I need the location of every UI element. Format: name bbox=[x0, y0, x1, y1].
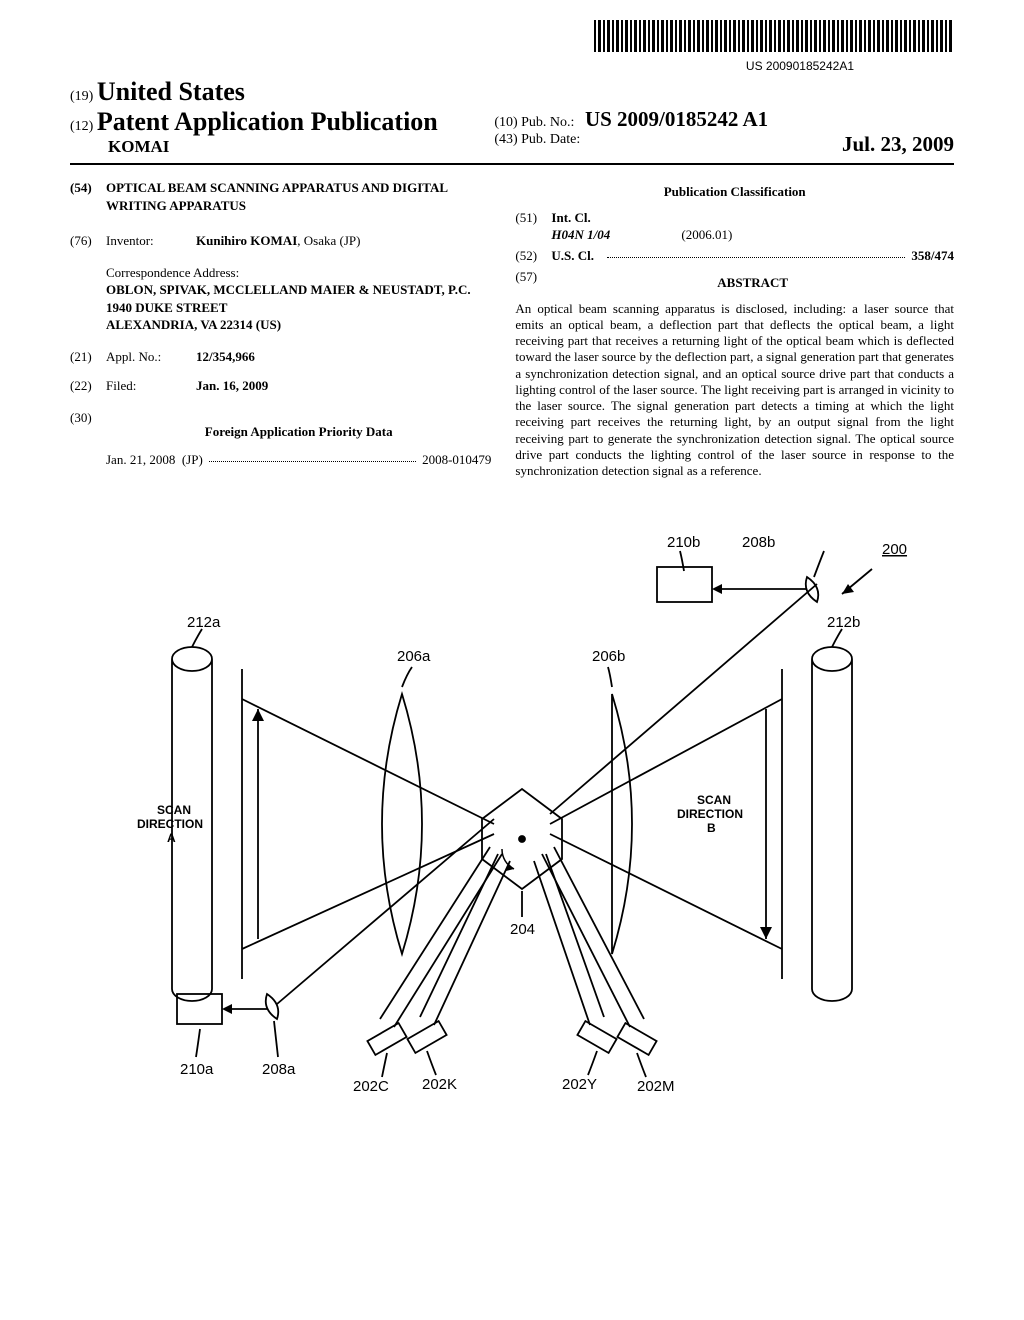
abstract-code: (57) bbox=[515, 268, 551, 298]
uscl-label: U.S. Cl. bbox=[551, 247, 601, 265]
appl-code: (21) bbox=[70, 348, 106, 366]
intcl-code: (51) bbox=[515, 209, 551, 244]
fig-label-202y: 202Y bbox=[562, 1076, 597, 1093]
filed-code: (22) bbox=[70, 377, 106, 395]
corr-line1: OBLON, SPIVAK, MCCLELLAND MAIER & NEUSTA… bbox=[106, 281, 491, 299]
invention-title: OPTICAL BEAM SCANNING APPARATUS AND DIGI… bbox=[106, 179, 491, 214]
figure-svg: 210b 208b 200 212a 212b 206a 206b 204 21… bbox=[102, 499, 922, 1139]
intcl-label: Int. Cl. bbox=[551, 209, 954, 227]
inventor-name: Kunihiro KOMAI bbox=[196, 233, 297, 248]
pub-no-label: Pub. No.: bbox=[521, 115, 574, 130]
uscl-value: 358/474 bbox=[911, 247, 954, 265]
barcode-lines bbox=[594, 20, 954, 52]
applicant-name: KOMAI bbox=[108, 137, 494, 157]
pub-type-code: (12) bbox=[70, 119, 93, 134]
foreign-date: Jan. 21, 2008 bbox=[106, 451, 175, 469]
fig-label-202c: 202C bbox=[353, 1078, 389, 1095]
pub-date-label: Pub. Date: bbox=[521, 132, 580, 157]
patent-figure: 210b 208b 200 212a 212b 206a 206b 204 21… bbox=[70, 499, 954, 1144]
inventor-label: Inventor: bbox=[106, 232, 196, 250]
header: (19) United States (12) Patent Applicati… bbox=[70, 77, 954, 157]
fig-label-212b: 212b bbox=[827, 614, 860, 631]
fig-label-206a: 206a bbox=[397, 648, 431, 665]
country-code: (19) bbox=[70, 89, 93, 104]
fig-scan-a-2: DIRECTION bbox=[137, 817, 203, 831]
abstract-heading: ABSTRACT bbox=[551, 274, 954, 292]
fig-label-210b: 210b bbox=[667, 534, 700, 551]
foreign-application-number: 2008-010479 bbox=[422, 451, 491, 469]
pub-date-code: (43) bbox=[494, 132, 517, 157]
filed-label: Filed: bbox=[106, 377, 196, 395]
corr-heading: Correspondence Address: bbox=[106, 264, 491, 282]
filed-date: Jan. 16, 2009 bbox=[196, 377, 491, 395]
appl-label: Appl. No.: bbox=[106, 348, 196, 366]
publication-type: Patent Application Publication bbox=[97, 107, 438, 136]
classification-heading: Publication Classification bbox=[515, 183, 954, 201]
bibliographic-data: (54) OPTICAL BEAM SCANNING APPARATUS AND… bbox=[70, 179, 954, 479]
fig-label-200: 200 bbox=[882, 541, 907, 558]
fig-label-202m: 202M bbox=[637, 1078, 675, 1095]
fig-scan-a-1: SCAN bbox=[157, 803, 191, 817]
country-name: United States bbox=[97, 77, 245, 106]
fig-scan-b-1: SCAN bbox=[697, 793, 731, 807]
divider bbox=[70, 163, 954, 165]
foreign-priority-heading: Foreign Application Priority Data bbox=[106, 423, 491, 441]
fig-label-204: 204 bbox=[510, 921, 535, 938]
fig-label-206b: 206b bbox=[592, 648, 625, 665]
title-code: (54) bbox=[70, 179, 106, 214]
fig-label-210a: 210a bbox=[180, 1061, 214, 1078]
fig-label-208b: 208b bbox=[742, 534, 775, 551]
inventor-code: (76) bbox=[70, 232, 106, 250]
intcl-year: (2006.01) bbox=[681, 226, 732, 244]
abstract-text: An optical beam scanning apparatus is di… bbox=[515, 301, 954, 480]
dots-leader-2 bbox=[607, 247, 905, 258]
corr-line3: ALEXANDRIA, VA 22314 (US) bbox=[106, 316, 491, 334]
correspondence-address: Correspondence Address: OBLON, SPIVAK, M… bbox=[106, 264, 491, 334]
fig-label-208a: 208a bbox=[262, 1061, 296, 1078]
foreign-country: (JP) bbox=[182, 451, 203, 469]
publication-date: Jul. 23, 2009 bbox=[842, 132, 954, 157]
fig-scan-a-3: A bbox=[167, 831, 176, 845]
dots-leader bbox=[209, 451, 416, 462]
barcode-text: US 20090185242A1 bbox=[70, 59, 854, 73]
application-number: 12/354,966 bbox=[196, 348, 491, 366]
foreign-code: (30) bbox=[70, 409, 106, 449]
pub-no-code: (10) bbox=[494, 115, 517, 130]
inventor-location: , Osaka (JP) bbox=[297, 233, 360, 248]
barcode-region: US 20090185242A1 bbox=[70, 20, 954, 73]
publication-number: US 2009/0185242 A1 bbox=[585, 107, 768, 131]
fig-scan-b-2: DIRECTION bbox=[677, 807, 743, 821]
uscl-code: (52) bbox=[515, 247, 551, 265]
fig-label-202k: 202K bbox=[422, 1076, 457, 1093]
corr-line2: 1940 DUKE STREET bbox=[106, 299, 491, 317]
fig-label-212a: 212a bbox=[187, 614, 221, 631]
intcl-value: H04N 1/04 bbox=[551, 226, 681, 244]
fig-scan-b-3: B bbox=[707, 821, 716, 835]
